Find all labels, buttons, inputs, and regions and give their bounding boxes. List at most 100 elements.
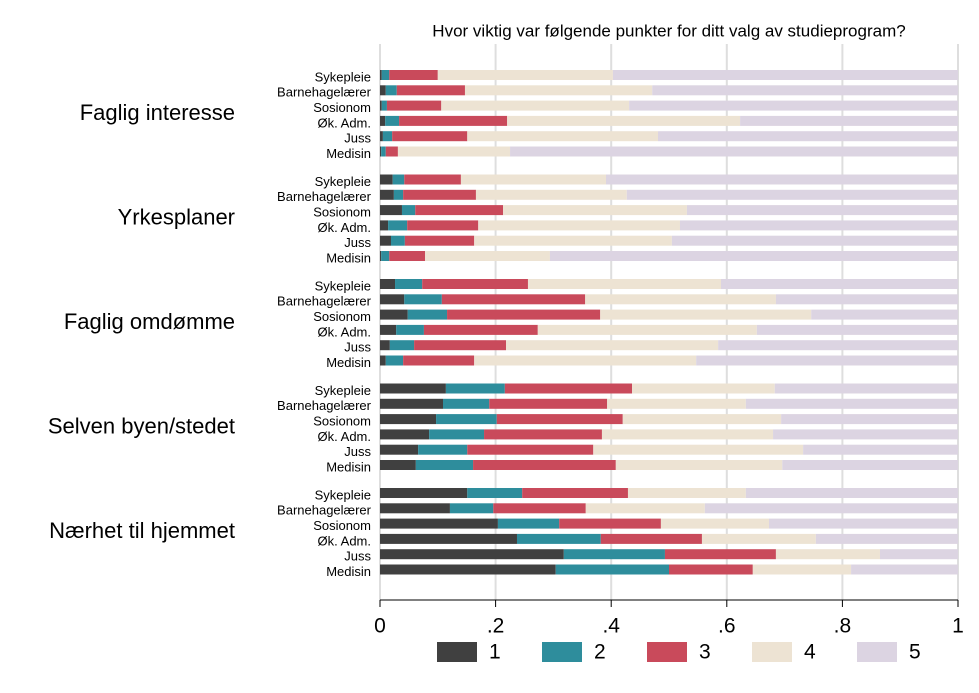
bar-segment — [555, 564, 669, 575]
bar-segment — [380, 146, 382, 157]
bar-segment — [443, 398, 490, 409]
x-tick-label: 0 — [374, 615, 386, 638]
legend-swatch — [542, 642, 582, 662]
group-label: Nærhet til hjemmet — [49, 518, 235, 543]
bar-segment — [484, 429, 602, 440]
bar-segment — [380, 324, 397, 335]
bar-segment — [396, 85, 465, 96]
bar-segment — [612, 70, 958, 80]
bar-segment — [418, 444, 468, 455]
bar-segment — [605, 174, 958, 185]
group-label: Yrkesplaner — [118, 205, 235, 230]
bar-segment — [679, 220, 958, 231]
x-tick-label: .2 — [487, 615, 505, 638]
bar-segment — [601, 429, 774, 440]
bar-segment — [381, 146, 386, 157]
bar-segment — [380, 235, 391, 246]
bar-segment — [380, 518, 498, 529]
bar-segment — [696, 355, 958, 366]
bar-segment — [507, 115, 741, 126]
y-tick-label: Medisin — [326, 146, 371, 161]
bar-segment — [404, 294, 442, 305]
y-tick-label: Øk. Adm. — [318, 533, 371, 548]
y-tick-label: Sykepleie — [315, 383, 371, 398]
bar-segment — [380, 294, 405, 305]
bar-segment — [752, 564, 852, 575]
bar-segment — [768, 518, 958, 529]
bar-segment — [503, 205, 687, 216]
bar-segment — [380, 355, 386, 366]
bar-segment — [775, 294, 958, 305]
bar-segment — [380, 205, 402, 216]
bar-segment — [626, 189, 958, 200]
bar-segment — [493, 503, 586, 514]
bar-segment — [380, 564, 556, 575]
bar-segment — [658, 131, 958, 142]
y-tick-label: Øk. Adm. — [318, 324, 371, 339]
bar-segment — [718, 340, 958, 351]
bar-segment — [399, 115, 508, 126]
bar-segment — [745, 398, 958, 409]
bar-segment — [497, 518, 560, 529]
bar-segment — [652, 85, 958, 96]
legend-swatch — [647, 642, 687, 662]
bar-segment — [385, 146, 398, 157]
bar-segment — [522, 488, 628, 498]
bar-segment — [615, 460, 783, 470]
y-tick-label: Barnehagelærer — [277, 398, 372, 413]
bar-segment — [669, 564, 753, 575]
bar-segment — [423, 324, 538, 335]
bar-segment — [781, 414, 958, 425]
y-tick-label: Sosionom — [313, 414, 371, 429]
bar-segment — [496, 414, 623, 425]
bar-segment — [506, 340, 719, 351]
bar-segment — [404, 174, 461, 185]
bar-segment — [756, 324, 958, 335]
bar-segment — [389, 70, 438, 80]
bar-segment — [407, 309, 448, 320]
y-tick-label: Barnehagelærer — [277, 189, 372, 204]
bar-segment — [704, 503, 958, 514]
bar-segment — [467, 131, 659, 142]
legend-label: 5 — [909, 641, 921, 664]
bar-segment — [607, 398, 746, 409]
bar-segment — [385, 85, 397, 96]
y-tick-label: Øk. Adm. — [318, 115, 371, 130]
y-tick-label: Medisin — [326, 250, 371, 265]
bar-segment — [381, 70, 390, 80]
bar-segment — [441, 100, 630, 111]
bar-segment — [380, 414, 437, 425]
bar-segment — [879, 549, 958, 560]
bar-segment — [380, 115, 386, 126]
bar-segment — [527, 279, 722, 289]
bar-segment — [475, 189, 627, 200]
y-tick-label: Sykepleie — [315, 69, 371, 84]
bar-segment — [429, 429, 485, 440]
bar-segment — [380, 251, 382, 261]
bar-segment — [467, 444, 594, 455]
y-tick-label: Juss — [344, 131, 371, 146]
bar-segment — [380, 174, 393, 185]
y-tick-label: Sykepleie — [315, 278, 371, 293]
bar-segment — [701, 533, 816, 544]
bar-segment — [441, 294, 586, 305]
bar-segment — [775, 549, 880, 560]
bar-segment — [380, 189, 394, 200]
legend-label: 3 — [699, 641, 711, 664]
bar-segment — [447, 309, 601, 320]
bar-segment — [381, 251, 390, 261]
bar-segment — [474, 235, 672, 246]
bar-segment — [467, 488, 523, 498]
bar-segment — [380, 383, 446, 394]
bar-segment — [380, 309, 408, 320]
bar-segment — [593, 444, 804, 455]
bar-segment — [386, 100, 442, 111]
bar-segment — [686, 205, 958, 216]
bar-segment — [473, 460, 616, 470]
bar-segment — [803, 444, 958, 455]
bar-segment — [464, 85, 653, 96]
y-tick-label: Sosionom — [313, 309, 371, 324]
bar-segment — [504, 383, 633, 394]
y-tick-label: Sosionom — [313, 518, 371, 533]
bar-segment — [392, 174, 405, 185]
